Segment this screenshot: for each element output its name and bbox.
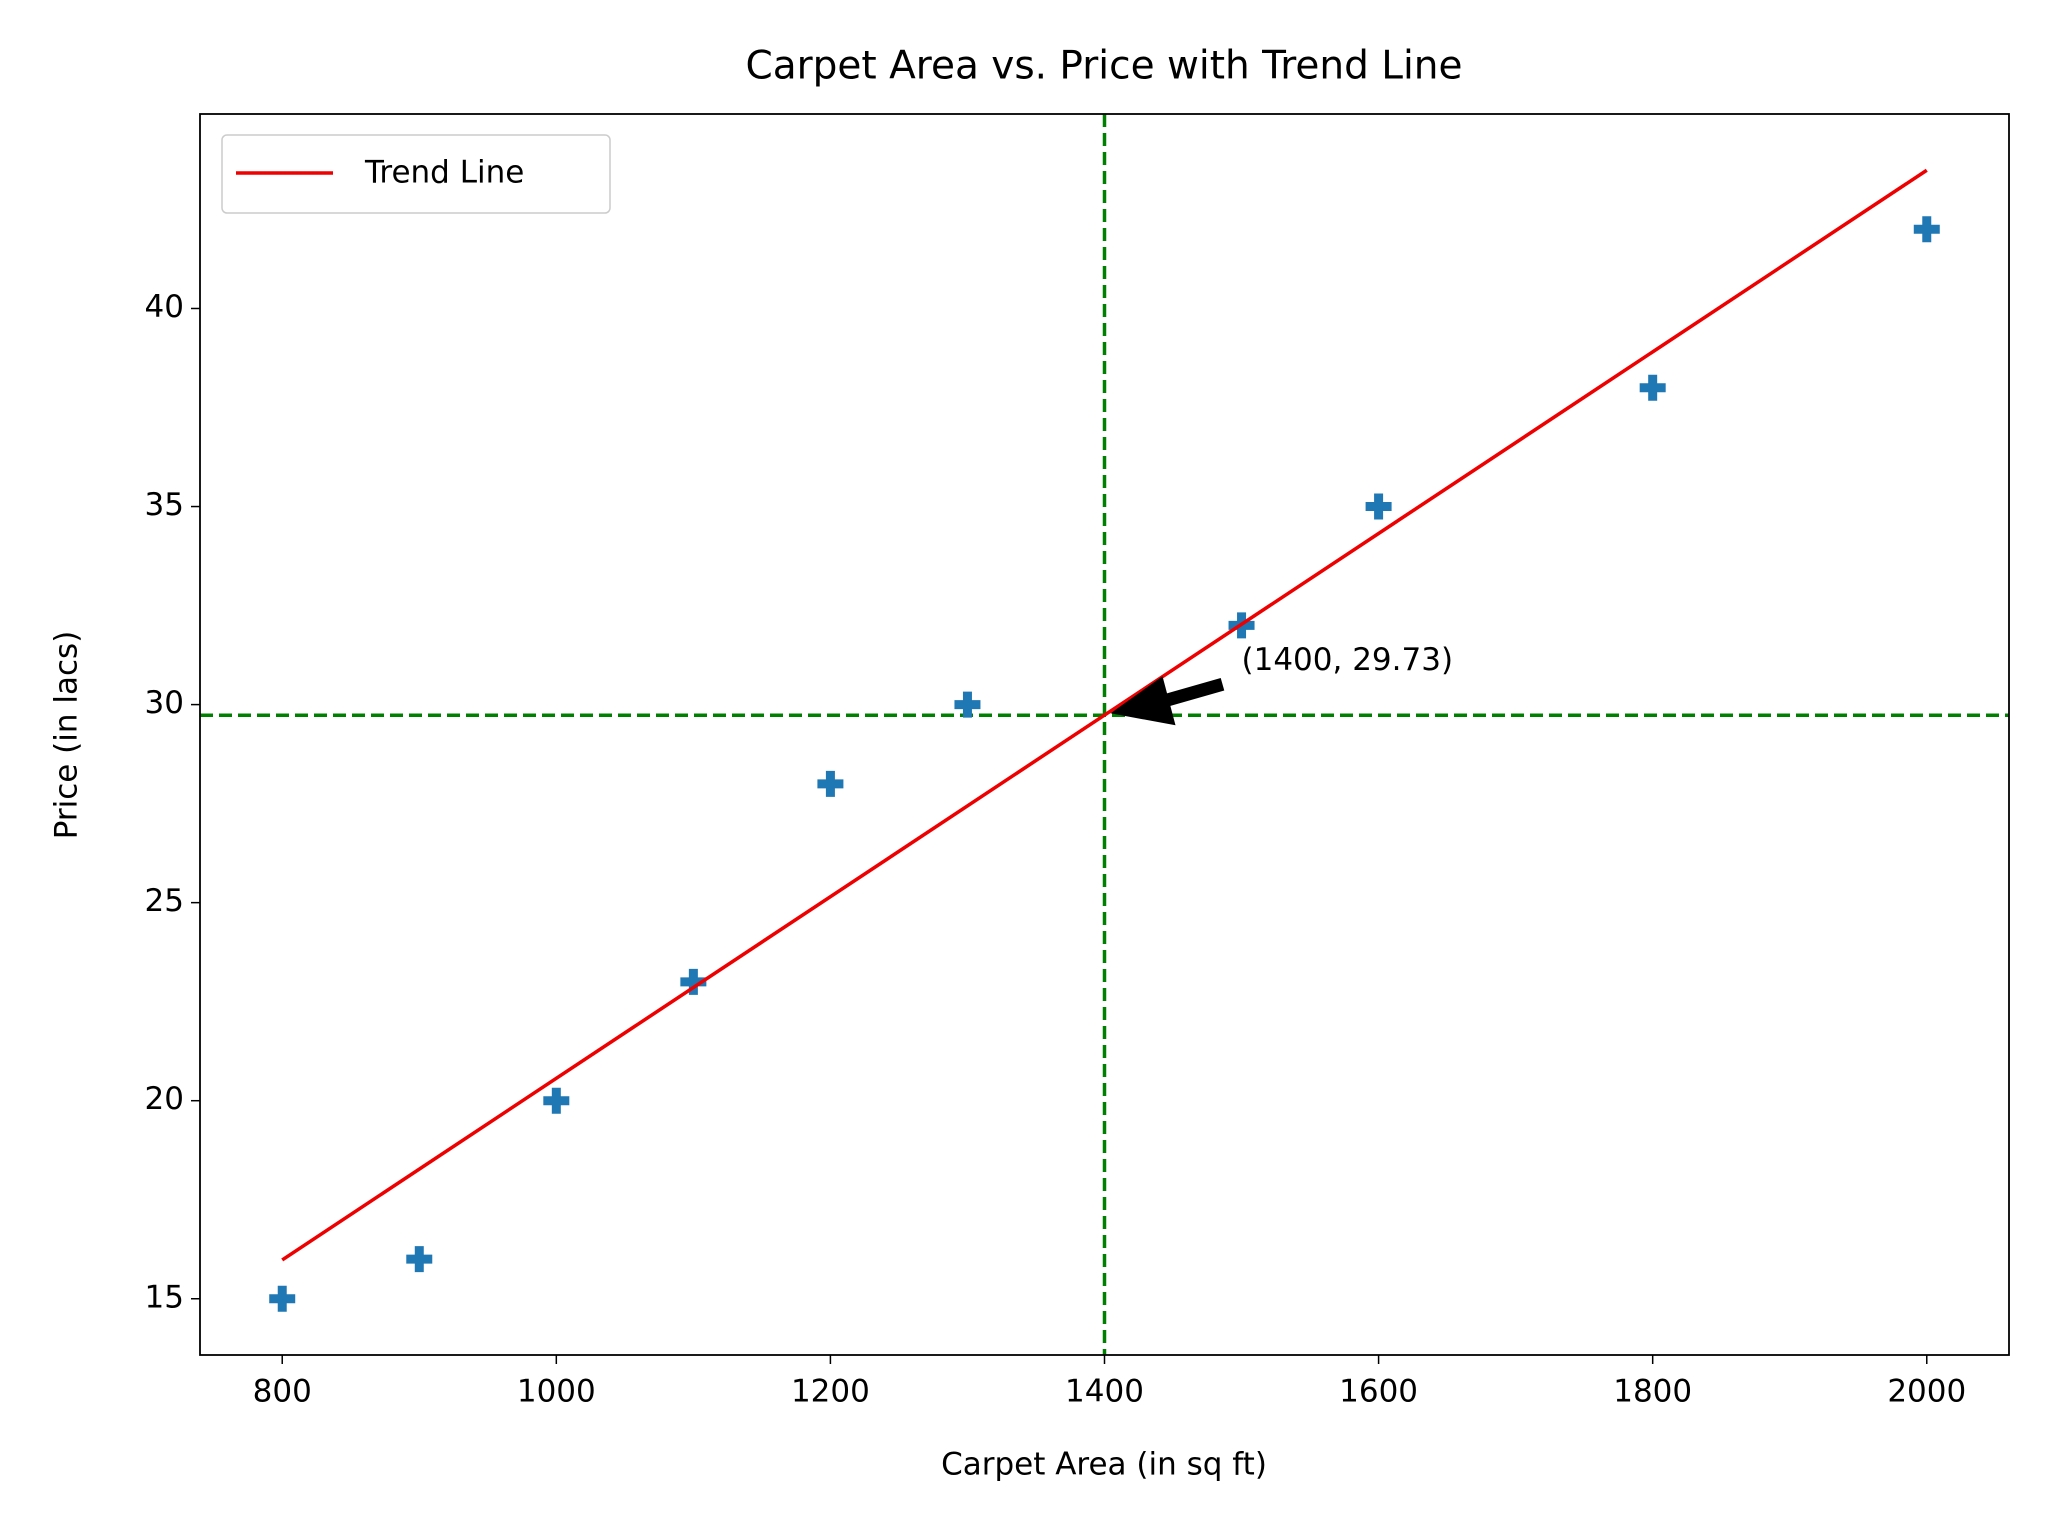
data-point <box>954 691 981 718</box>
x-tick-label: 1200 <box>791 1374 870 1410</box>
data-point <box>1365 493 1392 520</box>
data-point <box>680 968 707 995</box>
data-point <box>1639 374 1666 401</box>
x-tick-label: 1600 <box>1339 1374 1418 1410</box>
trend-line <box>281 168 1928 1262</box>
y-axis-label: Price (in lacs) <box>49 631 85 840</box>
y-tick-label: 35 <box>145 487 184 523</box>
data-point <box>1913 216 1940 243</box>
data-point <box>269 1285 296 1312</box>
y-tick-label: 40 <box>145 289 184 325</box>
x-tick-label: 800 <box>253 1374 312 1410</box>
x-axis-label: Carpet Area (in sq ft) <box>941 1447 1267 1483</box>
legend-label: Trend Line <box>364 155 524 191</box>
chart-title: Carpet Area vs. Price with Trend Line <box>745 44 1462 89</box>
x-tick-label: 1800 <box>1613 1374 1692 1410</box>
annotation-arrow-head <box>1110 676 1176 726</box>
legend-box <box>221 134 611 214</box>
data-point <box>543 1087 570 1114</box>
y-tick-label: 30 <box>145 685 184 721</box>
annotation-text: (1400, 29.73) <box>1242 642 1454 678</box>
x-tick-label: 2000 <box>1887 1374 1966 1410</box>
data-point <box>817 770 844 797</box>
data-point <box>406 1246 433 1273</box>
y-tick-label: 25 <box>145 883 184 919</box>
y-tick-label: 15 <box>145 1279 184 1315</box>
plot-frame <box>199 113 2010 1356</box>
x-tick-label: 1400 <box>1065 1374 1144 1410</box>
x-tick-label: 1000 <box>517 1374 596 1410</box>
y-tick-label: 20 <box>145 1081 184 1117</box>
annotation-arrow-shaft <box>1164 678 1225 707</box>
